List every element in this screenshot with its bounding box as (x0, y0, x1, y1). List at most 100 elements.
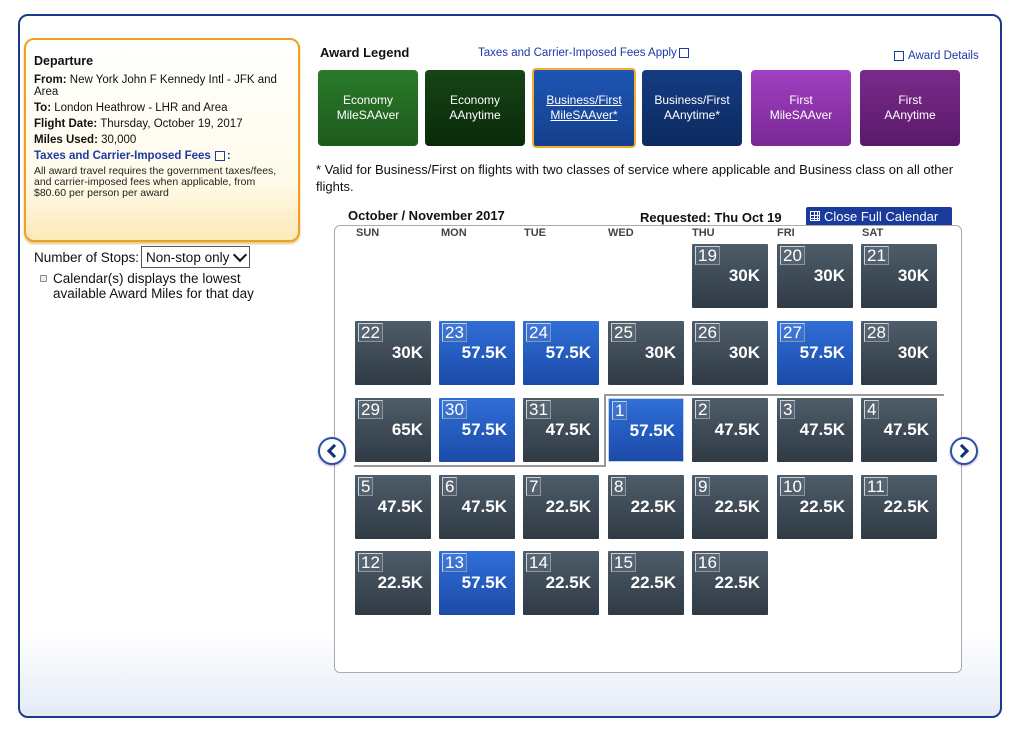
calendar-day-cell[interactable]: 26 30K (692, 321, 768, 385)
legend-line2: AAnytime (449, 108, 501, 122)
day-miles: 22.5K (545, 497, 591, 516)
award-details-label[interactable]: Award Details (908, 50, 979, 62)
day-number: 21 (864, 246, 889, 265)
calendar-day-cell[interactable]: 10 22.5K (777, 475, 853, 539)
close-full-calendar-label[interactable]: Close Full Calendar (824, 208, 939, 224)
legend-economy-milesaaver-button[interactable]: Economy MileSAAver (318, 70, 418, 146)
day-miles: 22.5K (545, 573, 591, 592)
calendar-day-cell[interactable]: 28 30K (861, 321, 937, 385)
from-label: From: (34, 74, 67, 86)
day-miles: 57.5K (799, 343, 845, 362)
stops-select[interactable]: Non-stop only (141, 246, 251, 268)
calendar-day-cell[interactable]: 8 22.5K (608, 475, 684, 539)
day-number: 4 (864, 400, 880, 419)
legend-business-first-milesaaver-button[interactable]: Business/First MileSAAver* (532, 68, 636, 148)
calendar-day-cell[interactable]: 1 57.5K (608, 398, 684, 462)
day-miles: 22.5K (630, 573, 676, 592)
day-number: 5 (358, 477, 374, 496)
calendar-day-cell[interactable]: 25 30K (608, 321, 684, 385)
calendar-day-cell[interactable]: 5 47.5K (355, 475, 431, 539)
day-number: 30 (442, 400, 467, 419)
calendar-day-cell[interactable]: 20 30K (777, 244, 853, 308)
calendar-day-cell[interactable]: 9 22.5K (692, 475, 768, 539)
calendar-day-cell[interactable]: 3 47.5K (777, 398, 853, 462)
calendar-day-cell[interactable]: 7 22.5K (523, 475, 599, 539)
calendar-month-label: October / November 2017 (348, 208, 505, 223)
miles-label: Miles Used: (34, 134, 98, 146)
external-link-icon (678, 48, 689, 58)
legend-line1: Business/First (546, 93, 622, 107)
taxes-fees-colon: : (226, 150, 231, 162)
calendar-day-cell[interactable]: 14 22.5K (523, 551, 599, 615)
calendar-day-cell[interactable]: 13 57.5K (439, 551, 515, 615)
calendar-day-cell[interactable]: 29 65K (355, 398, 431, 462)
taxes-fees-link-label[interactable]: Taxes and Carrier-Imposed Fees (34, 150, 211, 162)
chevron-left-icon (326, 443, 342, 459)
award-details-link[interactable]: Award Details (892, 50, 979, 62)
legend-line2: AAnytime* (663, 108, 721, 122)
day-number: 8 (611, 477, 627, 496)
calendar-grid-icon (810, 211, 820, 221)
legend-line2: MileSAAver (336, 108, 400, 122)
day-miles: 22.5K (377, 573, 423, 592)
day-miles: 57.5K (545, 343, 591, 362)
external-link-icon (894, 51, 904, 61)
day-number: 13 (442, 553, 467, 572)
legend-line1: First (789, 93, 813, 107)
calendar-day-cell[interactable]: 11 22.5K (861, 475, 937, 539)
day-number: 24 (526, 323, 551, 342)
calendar-day-cell[interactable]: 21 30K (861, 244, 937, 308)
month-divider (354, 465, 606, 467)
calendar-day-cell[interactable]: 15 22.5K (608, 551, 684, 615)
day-number: 2 (695, 400, 711, 419)
legend-first-milesaaver-button[interactable]: First MileSAAver (751, 70, 851, 146)
taxes-apply-label[interactable]: Taxes and Carrier-Imposed Fees Apply (478, 47, 677, 59)
calendar-day-cell[interactable]: 23 57.5K (439, 321, 515, 385)
day-number: 25 (611, 323, 636, 342)
calendar-day-cell[interactable]: 6 47.5K (439, 475, 515, 539)
calendar-day-cell[interactable]: 27 57.5K (777, 321, 853, 385)
legend-business-first-aanytime-button[interactable]: Business/First AAnytime* (642, 70, 742, 146)
legend-economy-aanytime-button[interactable]: Economy AAnytime (425, 70, 525, 146)
to-label: To: (34, 102, 52, 114)
close-full-calendar-button[interactable]: Close Full Calendar (806, 207, 952, 225)
miles-value: 30,000 (101, 134, 137, 146)
date-label: Flight Date: (34, 118, 98, 130)
calendar-day-cell[interactable]: 31 47.5K (523, 398, 599, 462)
calendar-day-cell[interactable]: 4 47.5K (861, 398, 937, 462)
weekday-thu: THU (692, 227, 715, 239)
next-month-button[interactable] (950, 437, 978, 465)
calendar-day-cell[interactable]: 16 22.5K (692, 551, 768, 615)
weekday-wed: WED (608, 227, 634, 239)
calendar-day-cell[interactable]: 30 57.5K (439, 398, 515, 462)
legend-line1: First (898, 93, 922, 107)
day-miles: 30K (813, 266, 845, 285)
day-number: 28 (864, 323, 889, 342)
bullet-icon (40, 275, 47, 282)
calendar-day-cell[interactable]: 22 30K (355, 321, 431, 385)
previous-month-button[interactable] (318, 437, 346, 465)
legend-first-aanytime-button[interactable]: First AAnytime (860, 70, 960, 146)
day-number: 7 (526, 477, 542, 496)
day-number: 12 (358, 553, 383, 572)
departure-title: Departure (34, 54, 94, 68)
calendar-day-cell[interactable]: 12 22.5K (355, 551, 431, 615)
date-value: Thursday, October 19, 2017 (100, 118, 243, 130)
taxes-apply-link[interactable]: Taxes and Carrier-Imposed Fees Apply (478, 47, 689, 59)
departure-to: To: London Heathrow - LHR and Area (34, 102, 290, 114)
day-miles: 22.5K (799, 497, 845, 516)
from-value: New York John F Kennedy Intl - JFK and A… (34, 74, 277, 98)
calendar-day-cell[interactable]: 24 57.5K (523, 321, 599, 385)
day-miles: 57.5K (461, 343, 507, 362)
fees-note: All award travel requires the government… (34, 165, 277, 199)
calendar-day-cell[interactable]: 19 30K (692, 244, 768, 308)
day-number: 15 (611, 553, 636, 572)
departure-card: Departure From: New York John F Kennedy … (24, 38, 300, 242)
taxes-fees-link[interactable]: Taxes and Carrier-Imposed Fees : (34, 150, 290, 162)
departure-date: Flight Date: Thursday, October 19, 2017 (34, 118, 290, 130)
award-legend-title: Award Legend (320, 45, 410, 60)
day-number: 14 (526, 553, 551, 572)
legend-line2: MileSAAver* (550, 108, 618, 122)
calendar-day-cell[interactable]: 2 47.5K (692, 398, 768, 462)
weekday-fri: FRI (777, 227, 795, 239)
